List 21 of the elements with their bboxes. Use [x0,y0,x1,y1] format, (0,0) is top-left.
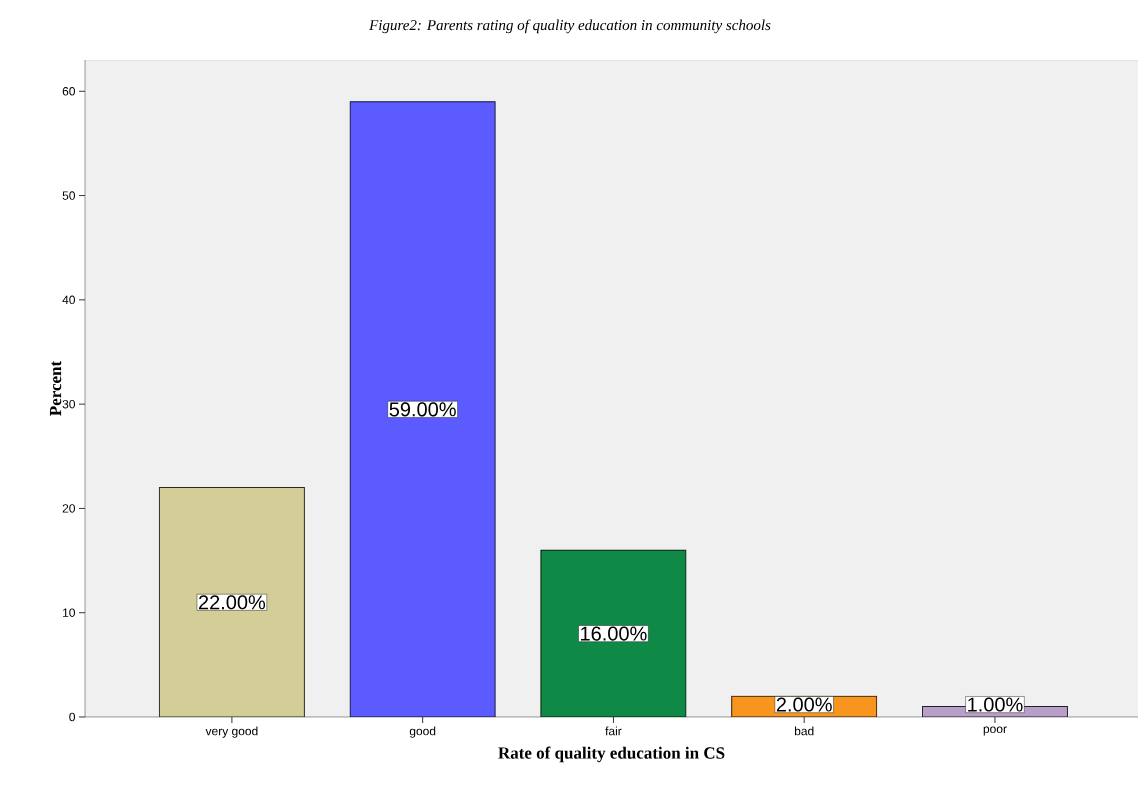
y-tick-label: 40 [62,295,76,305]
y-axis-title: Percent [49,360,62,416]
data-label: 2.00% [776,697,832,712]
x-axis-title: Rate of quality education in CS [498,746,725,763]
y-tick-label: 30 [62,399,76,409]
data-label: 16.00% [581,626,647,641]
chart-title: Figure2: Parents rating of quality education in community schools [369,19,771,34]
y-tick-label: 20 [62,504,76,513]
data-label: 1.00% [968,697,1023,712]
y-tick-label: 0 [69,712,76,722]
x-tick-label: good [409,726,436,738]
data-label: 59.00% [389,402,456,417]
y-tick-label: 10 [63,608,76,617]
y-tick-label: 50 [62,191,76,200]
x-tick-label: fair [605,726,622,736]
bar [158,487,305,717]
x-tick-label: poor [983,726,1007,736]
x-tick-label: very good [205,726,258,738]
data-label: 22.00% [198,595,266,610]
x-tick-label: bad [794,726,814,736]
y-tick-label: 60 [62,87,76,96]
